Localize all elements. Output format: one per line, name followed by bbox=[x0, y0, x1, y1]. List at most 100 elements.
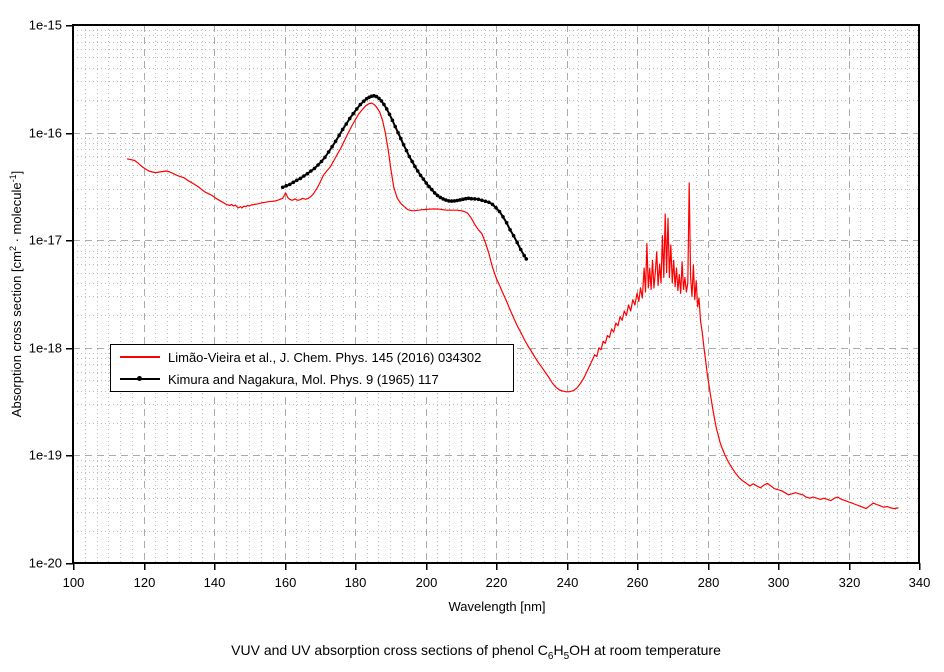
y-axis-title-sup: 2 bbox=[7, 246, 18, 252]
series-marker-dot bbox=[515, 240, 519, 245]
series-marker-dot bbox=[410, 159, 414, 164]
caption-subscript: 6 bbox=[547, 650, 554, 662]
x-axis-tick-label: 320 bbox=[839, 575, 861, 590]
x-axis-tick-label: 340 bbox=[909, 575, 931, 590]
series-marker-dot bbox=[374, 94, 379, 99]
x-axis-tick-label: 220 bbox=[486, 575, 508, 590]
series-marker-dot bbox=[427, 184, 431, 189]
chart-canvas: 100 120 140 160 180 200 220 240 260 280 300 320 340 1… bbox=[29, 18, 931, 591]
x-axis-tick-label: 200 bbox=[416, 575, 438, 590]
series-marker-dot bbox=[458, 198, 462, 202]
series-marker-dot bbox=[387, 112, 392, 117]
y-axis-title-text: ] bbox=[9, 170, 25, 175]
series-marker-dot bbox=[288, 182, 292, 187]
x-axis-tick-label: 300 bbox=[768, 575, 790, 590]
y-axis-title-text: Absorption cross section [cm bbox=[9, 251, 25, 418]
x-axis-tick-label: 180 bbox=[345, 575, 367, 590]
series-marker-dot bbox=[295, 178, 299, 183]
series-marker-dot bbox=[377, 96, 381, 101]
legend-dot-marker bbox=[137, 376, 142, 381]
caption-text: OH at room temperature bbox=[569, 642, 721, 658]
x-axis-tick-label: 240 bbox=[557, 575, 579, 590]
series-marker-dot bbox=[337, 133, 341, 138]
legend-red-line-sample bbox=[120, 356, 160, 358]
x-axis-tick-label: 260 bbox=[627, 575, 649, 590]
x-axis-tick-label: 280 bbox=[698, 575, 720, 590]
series-marker-dot bbox=[476, 197, 481, 202]
series-marker-dot bbox=[351, 111, 356, 116]
caption-text: VUV and UV absorption cross sections of … bbox=[231, 642, 548, 658]
series-marker-dot bbox=[384, 107, 389, 111]
series-marker-dot bbox=[347, 116, 352, 121]
series-marker-dot bbox=[463, 196, 468, 201]
series-marker-dot bbox=[430, 187, 434, 192]
series-marker-dot bbox=[469, 196, 474, 201]
series-marker-dot bbox=[497, 209, 502, 214]
series-marker-dot bbox=[452, 199, 457, 203]
series-marker-dot bbox=[298, 176, 303, 181]
series-marker-dot bbox=[494, 206, 498, 210]
series-marker-dot bbox=[480, 198, 484, 203]
legend-item-limao-vieira: Limão-Vieira et al., J. Chem. Phys. 145 … bbox=[111, 348, 513, 367]
series-marker-dot bbox=[424, 181, 429, 185]
series-marker-dot bbox=[390, 118, 395, 123]
series-marker-dot bbox=[396, 130, 400, 135]
series-marker-dot bbox=[418, 173, 423, 178]
series-marker-dot bbox=[432, 191, 437, 195]
series-marker-dot bbox=[487, 200, 491, 205]
series-marker-dot bbox=[344, 122, 349, 126]
series-marker-dot bbox=[323, 155, 327, 160]
x-axis-tick-label: 160 bbox=[275, 575, 297, 590]
series-marker-dot bbox=[441, 197, 445, 201]
series-marker-dot bbox=[407, 154, 412, 159]
y-axis-title: Absorption cross section [cm2 · molecule… bbox=[8, 171, 24, 417]
y-axis-title-sup: -1 bbox=[7, 174, 18, 183]
series-line-kimura-nagakura bbox=[281, 94, 528, 260]
y-axis-tick-label: 1e-20 bbox=[29, 556, 62, 571]
legend-swatch bbox=[120, 374, 160, 384]
series-marker-dot bbox=[382, 102, 386, 107]
series-marker-dot bbox=[330, 144, 334, 149]
y-axis-tick-label: 1e-16 bbox=[29, 126, 62, 141]
series-marker-dot bbox=[312, 166, 317, 171]
y-axis-tick-label: 1e-15 bbox=[29, 18, 62, 33]
series-marker-dot bbox=[340, 127, 345, 132]
series-marker-dot bbox=[518, 247, 523, 252]
series-marker-dot bbox=[326, 150, 331, 154]
series-marker-dot bbox=[508, 228, 512, 232]
series-marker-dot bbox=[379, 99, 384, 103]
series-marker-dot bbox=[399, 136, 403, 141]
legend-label: Limão-Vieira et al., J. Chem. Phys. 145 … bbox=[168, 349, 482, 365]
series-marker-dot bbox=[362, 99, 366, 103]
y-axis-tick-label: 1e-19 bbox=[29, 448, 62, 463]
x-axis-title: Wavelength [nm] bbox=[448, 599, 546, 614]
series-marker-dot bbox=[401, 143, 406, 147]
series-marker-dot bbox=[421, 177, 426, 181]
x-axis-tick-label: 100 bbox=[63, 575, 85, 590]
series-line-limao-vieira bbox=[127, 102, 899, 510]
series-marker-dot bbox=[309, 169, 313, 173]
series-marker-dot bbox=[393, 124, 398, 129]
series-marker-dot bbox=[483, 199, 488, 204]
series-marker-dot bbox=[449, 199, 454, 203]
legend-item-kimura-nagakura: Kimura and Nagakura, Mol. Phys. 9 (1965)… bbox=[111, 370, 513, 389]
series-marker-dot bbox=[305, 171, 310, 176]
series-marker-dot bbox=[466, 196, 471, 201]
series-marker-dot bbox=[501, 215, 505, 219]
y-axis-tick-label: 1e-18 bbox=[29, 341, 62, 356]
series-marker-dot bbox=[490, 202, 495, 207]
series-marker-dot bbox=[302, 174, 306, 178]
series-marker-dot bbox=[404, 148, 409, 153]
x-axis-tick-label: 120 bbox=[134, 575, 156, 590]
y-axis-title-text: · molecule bbox=[9, 182, 25, 247]
series-marker-dot bbox=[511, 233, 516, 238]
series-marker-dot bbox=[438, 195, 443, 200]
series-marker-dot bbox=[447, 199, 451, 203]
series-marker-dot bbox=[455, 198, 460, 203]
series-marker-dot bbox=[284, 184, 289, 188]
series-marker-dot bbox=[316, 163, 320, 167]
caption-subscript: 5 bbox=[563, 650, 570, 662]
series-marker-dot bbox=[355, 107, 359, 111]
series-marker-dot bbox=[473, 197, 477, 201]
